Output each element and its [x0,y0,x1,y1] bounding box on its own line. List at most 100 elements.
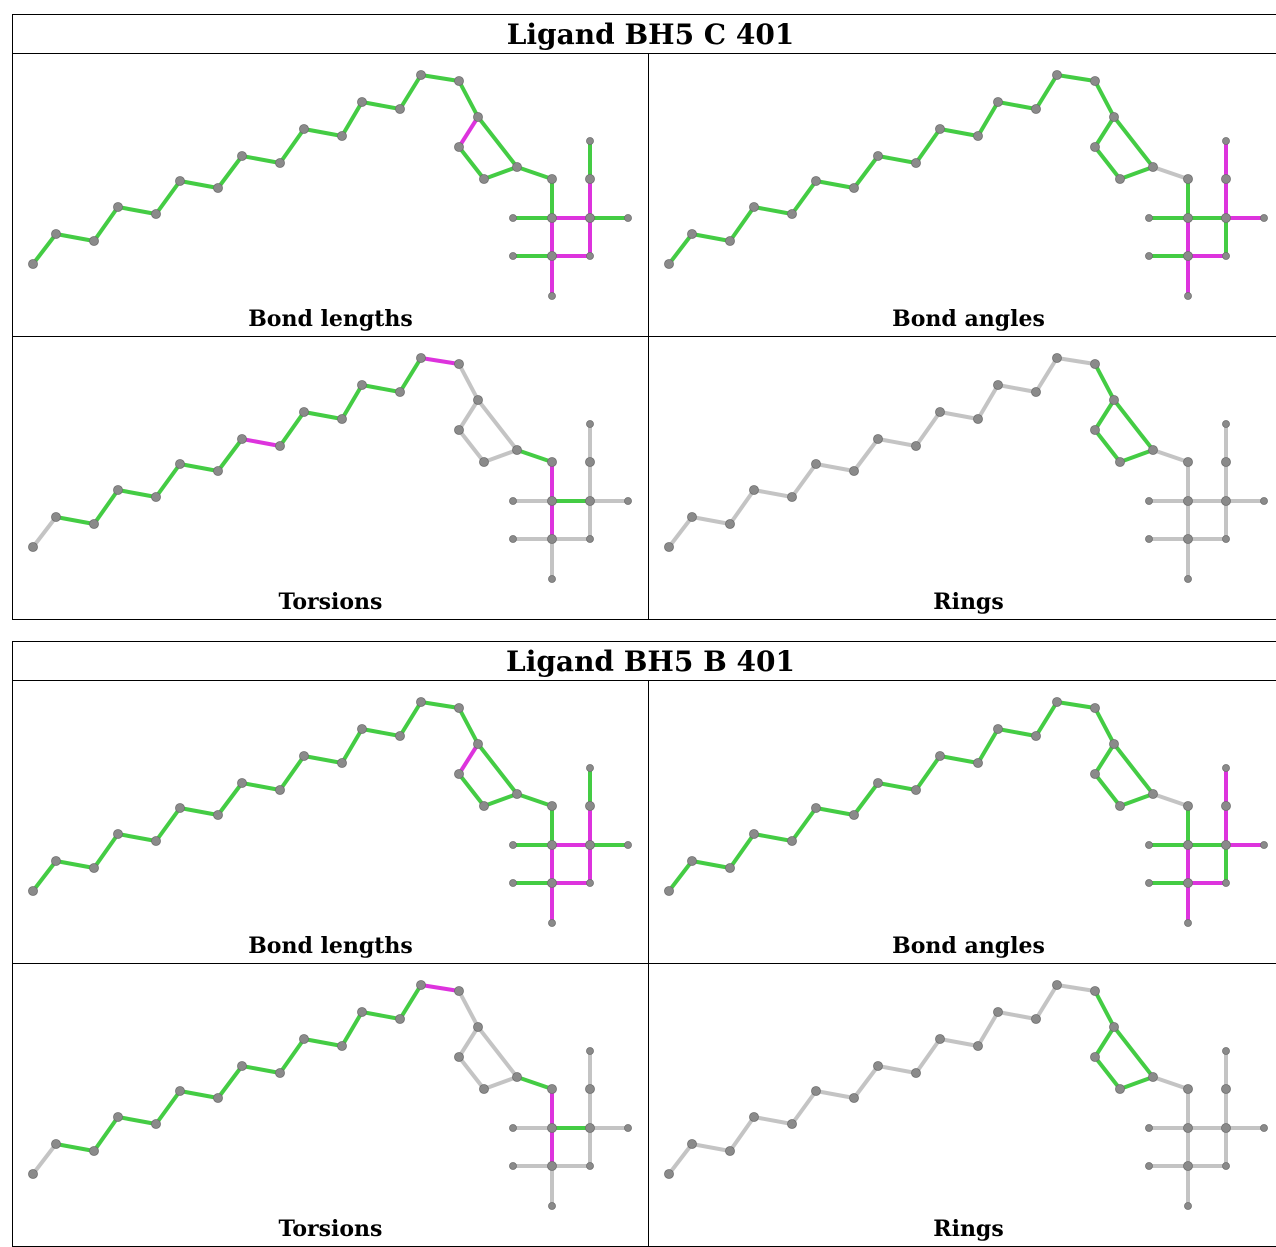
atom [1185,293,1192,300]
atom [1261,842,1268,849]
bond [730,207,754,241]
bond [692,1144,730,1151]
atom [455,143,464,152]
molecule-diagram [649,964,1276,1246]
panel-caption: Rings [649,589,1276,615]
atom [549,1203,556,1210]
atom [788,210,797,219]
atom [1185,576,1192,583]
atom [1053,698,1062,707]
atom [974,132,983,141]
atom [338,759,347,768]
atom [788,837,797,846]
bond [242,1066,280,1073]
bond [421,358,459,364]
atom [1091,360,1100,369]
atom [1091,426,1100,435]
atom [1223,765,1230,772]
atom [625,498,632,505]
bond [940,1039,978,1046]
atom [1184,1162,1193,1171]
atom [474,113,483,122]
bond [459,364,478,400]
atom [994,725,1003,734]
atom [214,811,223,820]
bond [1120,450,1153,462]
bond [517,167,552,179]
bond [478,1027,517,1077]
bond [484,167,517,179]
bond [342,385,362,419]
bond [218,156,242,188]
atom [52,857,61,866]
atom [510,498,517,505]
panel-caption: Bond angles [649,933,1276,959]
ligand-title: Ligand BH5 B 401 [13,642,1276,681]
bond [916,1039,940,1073]
atom [276,786,285,795]
atom [513,790,522,799]
atom [214,467,223,476]
bond [940,756,978,763]
atom [665,1170,674,1179]
atom [52,513,61,522]
bond [342,729,362,763]
atom [850,184,859,193]
atom [586,214,595,223]
bond [180,808,218,815]
bond [1095,1057,1120,1089]
atom [1223,1163,1230,1170]
atom [238,152,247,161]
atom [665,260,674,269]
bond [1120,1077,1153,1089]
atom [688,230,697,239]
atom [1222,1085,1231,1094]
panel-caption: Bond lengths [13,933,648,959]
atom [625,1125,632,1132]
bond [280,1039,304,1073]
panel-rings: Rings [649,964,1276,1246]
bond [180,464,218,471]
bond [1153,1077,1188,1089]
bond [242,439,280,446]
bond [459,1057,484,1089]
atom [29,1170,38,1179]
bond [816,464,854,471]
bond [459,774,484,806]
atom [874,1062,883,1071]
atom [874,152,883,161]
panel-caption: Bond angles [649,306,1276,332]
atom [726,1147,735,1156]
atom [688,857,697,866]
bond [459,117,478,147]
bond [242,783,280,790]
atom [1185,920,1192,927]
atom [474,740,483,749]
atom [548,879,557,888]
bond [816,808,854,815]
atom [812,177,821,186]
atom [788,1120,797,1129]
atom [1146,1163,1153,1170]
bond [1095,81,1114,117]
bond [94,490,118,524]
atom [586,802,595,811]
atom [587,1048,594,1055]
atom [1184,458,1193,467]
atom [1149,1073,1158,1082]
bond [459,430,484,462]
bond [998,1012,1036,1019]
atom [1091,77,1100,86]
panel-caption: Torsions [13,1216,648,1242]
panel-torsions: Torsions [13,964,648,1246]
bond [1095,117,1114,147]
atom [1146,536,1153,543]
bond [280,756,304,790]
bond [1153,167,1188,179]
bond [400,985,421,1019]
atom [850,811,859,820]
bond [792,1091,816,1124]
bond [459,991,478,1027]
bond [1036,358,1057,392]
bond [218,783,242,815]
